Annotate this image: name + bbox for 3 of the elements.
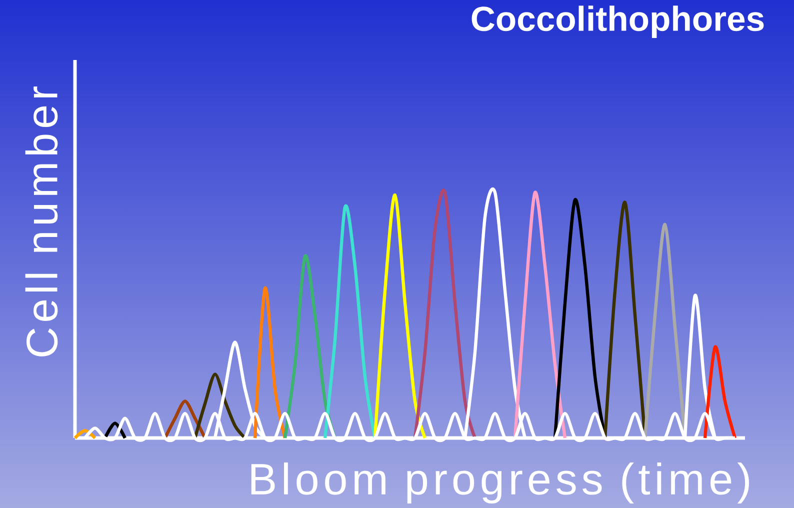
x-axis-title: Bloom progress (time) xyxy=(251,462,749,504)
y-axis-title: Cell number xyxy=(25,86,58,356)
chart-title: Coccolithophores xyxy=(472,6,764,38)
